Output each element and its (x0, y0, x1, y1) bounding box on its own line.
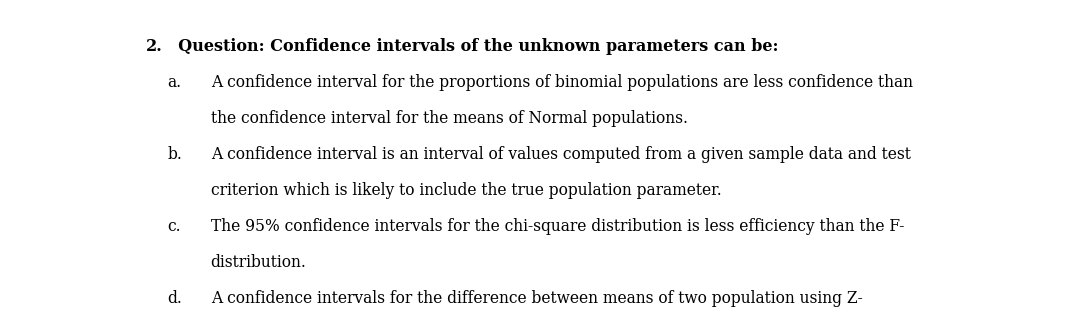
Text: d.: d. (167, 290, 183, 306)
Text: a.: a. (167, 74, 181, 90)
Text: b.: b. (167, 146, 183, 162)
Text: A confidence intervals for the difference between means of two population using : A confidence intervals for the differenc… (211, 290, 862, 306)
Text: c.: c. (167, 218, 181, 234)
Text: Question: Confidence intervals of the unknown parameters can be:: Question: Confidence intervals of the un… (167, 38, 779, 54)
Text: criterion which is likely to include the true population parameter.: criterion which is likely to include the… (211, 182, 721, 198)
Text: A confidence interval is an interval of values computed from a given sample data: A confidence interval is an interval of … (211, 146, 910, 162)
Text: 2.: 2. (146, 38, 163, 54)
Text: The 95% confidence intervals for the chi-square distribution is less efficiency : The 95% confidence intervals for the chi… (211, 218, 904, 234)
Text: A confidence interval for the proportions of binomial populations are less confi: A confidence interval for the proportion… (211, 74, 913, 90)
Text: the confidence interval for the means of Normal populations.: the confidence interval for the means of… (211, 110, 688, 126)
Text: distribution.: distribution. (211, 254, 307, 270)
